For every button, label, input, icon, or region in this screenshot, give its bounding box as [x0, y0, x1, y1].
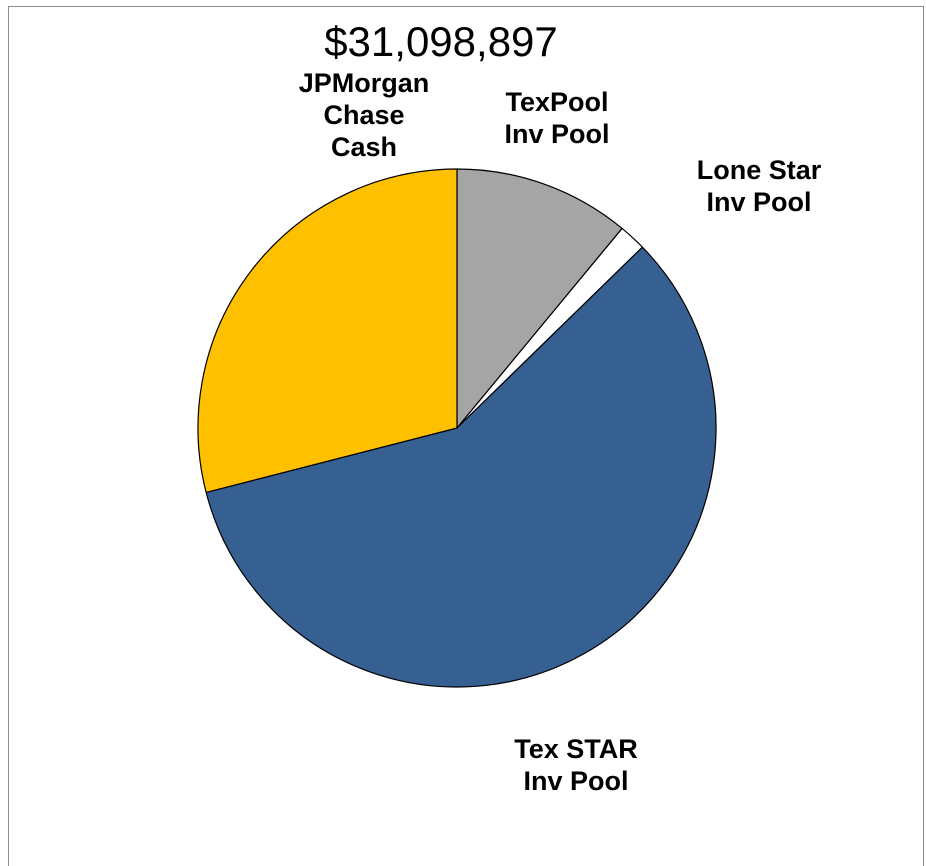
slice-label-texpool-inv-pool: TexPool Inv Pool — [504, 87, 609, 149]
pie-slices — [197, 168, 717, 688]
slice-label-lone-star-inv-pool: Lone Star Inv Pool — [697, 155, 822, 217]
chart-frame — [8, 6, 924, 866]
chart-title: $31,098,897 — [324, 18, 558, 65]
slice-label-tex-star-inv-pool: Tex STAR Inv Pool — [514, 734, 638, 796]
pie-slice-texpool-inv-pool — [456, 168, 623, 429]
slice-labels: TexPool Inv Pool Lone Star Inv Pool Tex STAR… — [299, 68, 822, 796]
pie-slice-jpmorgan-chase-cash — [197, 168, 458, 494]
slice-label-jpmorgan-chase-cash: JPMorgan Chase Cash — [299, 68, 430, 162]
pie-slice-tex-star-inv-pool — [205, 246, 717, 688]
